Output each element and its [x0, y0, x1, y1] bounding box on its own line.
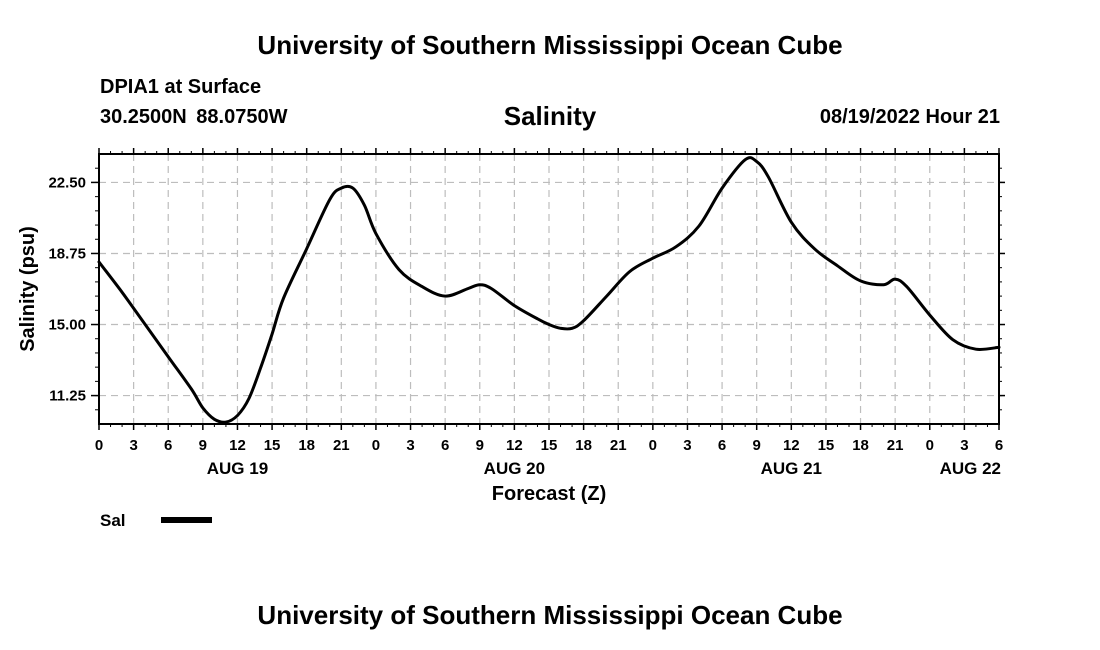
x-tick-label: 0: [372, 437, 380, 454]
date-label: AUG 20: [484, 459, 545, 478]
date-labels: AUG 19 AUG 20 AUG 21 AUG 22: [207, 459, 1001, 478]
y-tick-label: 11.25: [49, 388, 86, 405]
x-tick-label: 6: [164, 437, 172, 454]
x-tick-label: 0: [649, 437, 657, 454]
x-tick-label: 9: [476, 437, 484, 454]
y-axis-ticks: 11.25 15.00 18.75 22.50: [48, 174, 1005, 405]
x-tick-label: 6: [995, 437, 1003, 454]
legend: Sal: [100, 511, 212, 530]
variable-title: Salinity: [503, 101, 597, 131]
x-tick-label: 21: [610, 437, 627, 454]
x-tick-label: 21: [333, 437, 350, 454]
x-tick-label: 12: [783, 437, 800, 454]
y-tick-label: 15.00: [48, 317, 86, 334]
footer-title: University of Southern Mississippi Ocean…: [257, 600, 843, 630]
x-tick-label: 0: [95, 437, 103, 454]
x-tick-label: 18: [575, 437, 592, 454]
x-tick-label: 3: [406, 437, 414, 454]
x-tick-label: 9: [753, 437, 761, 454]
plot-frame: [98, 153, 1000, 425]
x-tick-label: 12: [229, 437, 246, 454]
x-axis-title: Forecast (Z): [492, 483, 606, 505]
series-group: [97, 156, 1001, 424]
x-tick-label: 3: [960, 437, 968, 454]
y-tick-label: 22.50: [48, 174, 86, 191]
x-tick-label: 3: [129, 437, 137, 454]
x-tick-label: 3: [683, 437, 691, 454]
date-label: AUG 22: [940, 459, 1001, 478]
x-tick-label: 6: [718, 437, 726, 454]
x-tick-label: 15: [818, 437, 835, 454]
x-tick-label: 6: [441, 437, 449, 454]
x-tick-label: 18: [298, 437, 315, 454]
legend-label: Sal: [100, 511, 126, 530]
x-tick-label: 18: [852, 437, 869, 454]
chart-title: University of Southern Mississippi Ocean…: [257, 30, 843, 60]
x-tick-label: 9: [199, 437, 207, 454]
x-tick-label: 0: [926, 437, 934, 454]
x-tick-label: 15: [264, 437, 281, 454]
y-axis-title: Salinity (psu): [17, 226, 39, 352]
datetime-label: 08/19/2022 Hour 21: [819, 106, 1000, 128]
series-line-sal: [97, 156, 1001, 424]
x-axis-ticks: 0 3 6 9 12 15 18 21 0 3 6 9 12 15 18 21 0 3 6 9 12 15 18 21 0 3 6: [95, 148, 1003, 454]
x-tick-label: 15: [541, 437, 558, 454]
grid-lines: [99, 154, 999, 424]
x-tick-label: 12: [506, 437, 523, 454]
coordinates-label: 30.2500N 88.0750W: [100, 106, 288, 128]
x-tick-label: 21: [887, 437, 904, 454]
date-label: AUG 21: [761, 459, 822, 478]
y-tick-label: 18.75: [48, 245, 86, 262]
station-label: DPIA1 at Surface: [100, 76, 262, 98]
date-label: AUG 19: [207, 459, 268, 478]
